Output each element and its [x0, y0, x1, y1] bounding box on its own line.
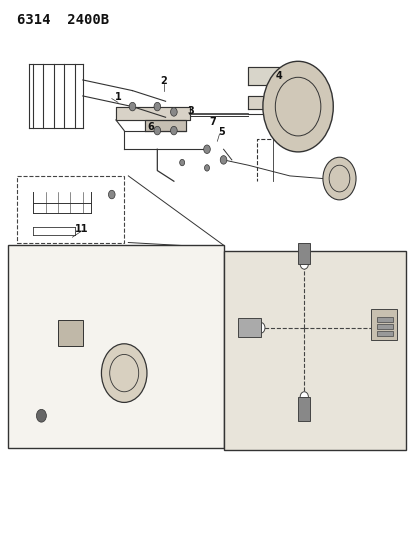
Circle shape — [170, 108, 177, 116]
Polygon shape — [248, 67, 297, 85]
Text: SWITCH: SWITCH — [223, 307, 252, 316]
Text: CONNECTOR: CONNECTOR — [347, 267, 396, 276]
Circle shape — [101, 344, 147, 402]
Bar — [376, 331, 392, 336]
Text: 3: 3 — [187, 106, 193, 116]
Text: 4: 4 — [275, 71, 282, 80]
Circle shape — [108, 190, 115, 199]
Text: 8: 8 — [61, 284, 67, 294]
Circle shape — [262, 61, 332, 152]
Text: 12: 12 — [377, 435, 391, 445]
Circle shape — [220, 156, 226, 164]
Bar — [58, 320, 83, 346]
Text: 11: 11 — [75, 224, 88, 233]
Text: SWITCH: SWITCH — [305, 352, 335, 361]
Bar — [376, 317, 392, 322]
Text: 6314  2400B: 6314 2400B — [17, 13, 109, 27]
Bar — [297, 243, 310, 264]
Text: 5: 5 — [218, 127, 224, 137]
Text: TO CONTROL: TO CONTROL — [213, 300, 262, 308]
Bar — [370, 309, 396, 340]
Bar — [376, 324, 392, 329]
Circle shape — [322, 157, 355, 200]
Circle shape — [36, 409, 46, 422]
Circle shape — [129, 102, 135, 111]
Circle shape — [179, 159, 184, 166]
Circle shape — [154, 102, 160, 111]
Text: (I/Pu. Wrg.): (I/Pu. Wrg.) — [252, 265, 294, 273]
Circle shape — [256, 322, 264, 333]
Text: 1: 1 — [114, 92, 121, 102]
Text: TO BRAKE: TO BRAKE — [301, 345, 339, 353]
Bar — [297, 397, 310, 421]
Text: 7: 7 — [65, 421, 71, 430]
Polygon shape — [248, 96, 281, 109]
Text: TO ACC. FEED: TO ACC. FEED — [246, 257, 299, 265]
Polygon shape — [145, 120, 186, 131]
Circle shape — [204, 165, 209, 171]
Bar — [223, 251, 405, 450]
Text: 2: 2 — [160, 76, 166, 86]
Bar — [8, 245, 223, 448]
Circle shape — [154, 126, 160, 135]
Circle shape — [299, 259, 308, 269]
Text: 10: 10 — [95, 312, 108, 322]
Circle shape — [299, 392, 308, 402]
Text: 7: 7 — [209, 117, 216, 126]
Circle shape — [203, 145, 210, 154]
Text: 9: 9 — [106, 279, 113, 288]
Polygon shape — [116, 107, 190, 120]
Circle shape — [170, 126, 177, 135]
Text: TO BULKHEAD: TO BULKHEAD — [344, 260, 399, 268]
Bar — [237, 318, 260, 337]
Text: 6: 6 — [147, 122, 154, 132]
Bar — [17, 176, 124, 243]
